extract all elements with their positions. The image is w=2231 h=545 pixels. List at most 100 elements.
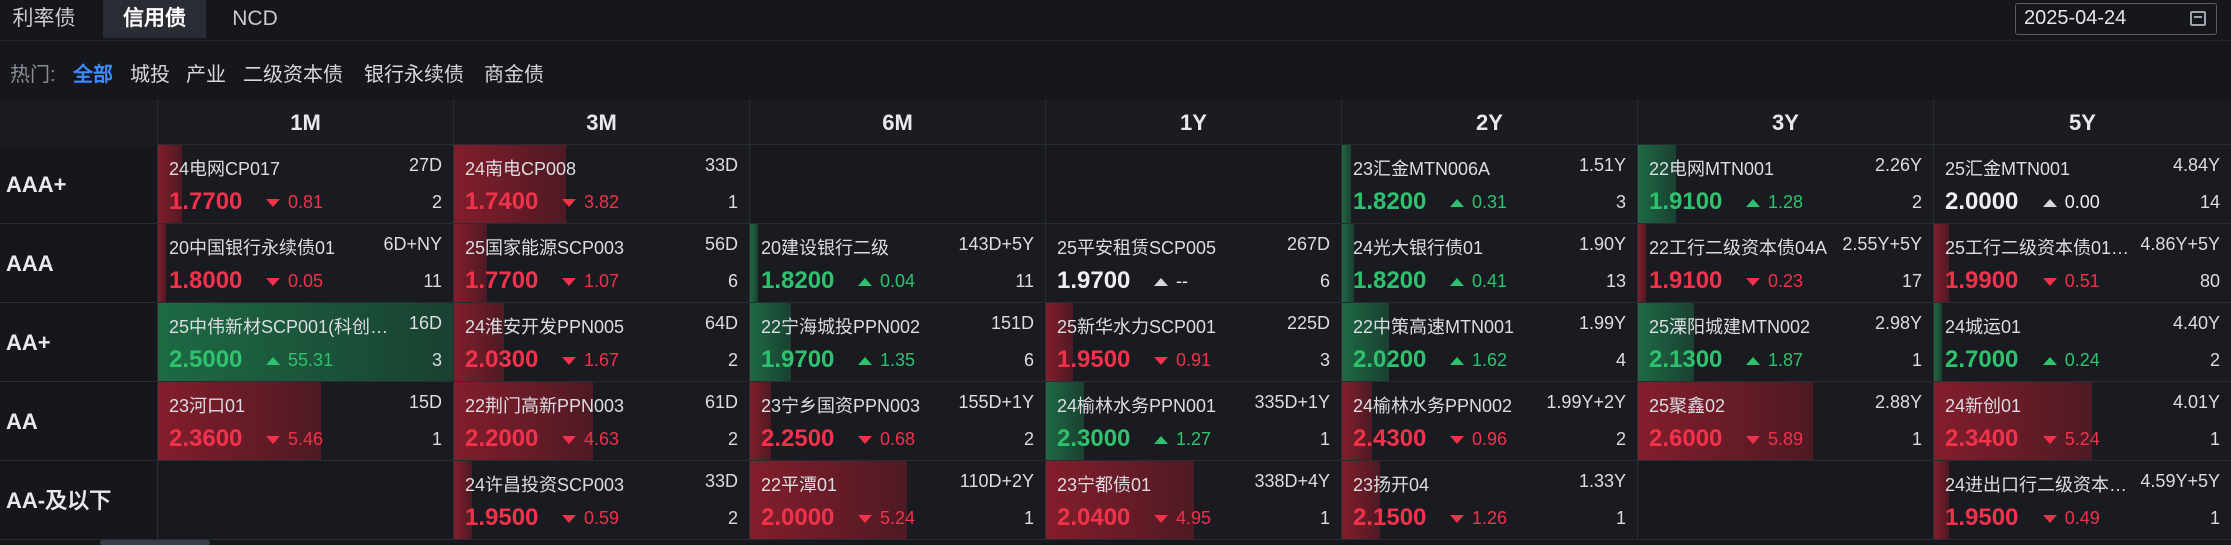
bond-change: 0.91 [1154,350,1211,371]
bond-cell[interactable]: 2.98Y 25溧阳城建MTN002 2.1300 1.87 1 [1637,303,1933,382]
bond-change: 55.31 [266,350,333,371]
bond-cell[interactable]: 143D+5Y 20建设银行二级 1.8200 0.04 11 [749,224,1045,303]
empty-cell [1637,461,1933,540]
bond-change-value: 1.28 [1768,192,1804,212]
bond-change-value: 0.04 [880,271,916,291]
bond-name: 25新华水力SCP001 [1057,317,1217,337]
trade-count: 17 [1901,271,1922,291]
bond-cell[interactable]: 335D+1Y 24榆林水务PPN001 2.3000 1.27 1 [1045,382,1341,461]
tab-1[interactable]: 利率债 [12,7,76,30]
bond-change: 5.89 [1746,429,1803,450]
bond-name: 22中策高速MTN001 [1353,317,1515,337]
bond-cell[interactable]: 2.88Y 25聚鑫02 2.6000 5.89 1 [1637,382,1933,461]
bond-change-value: 1.67 [584,350,620,370]
bond-change-value: 0.91 [1176,350,1212,370]
date-picker[interactable]: 2025-04-24 [2015,3,2217,35]
bond-yield: 1.9100 [1649,188,1723,215]
bond-name: 24光大银行债01 [1353,238,1484,258]
bond-yield: 2.2500 [761,425,835,452]
bond-cell[interactable]: 15D 23河口01 2.3600 5.46 1 [157,382,453,461]
trade-count: 1 [1319,508,1330,528]
bond-change: 4.63 [562,429,619,450]
hot-filter-5[interactable]: 银行永续债 [364,64,464,86]
bond-cell[interactable]: 6D+NY 20中国银行永续债01 1.8000 0.05 11 [157,224,453,303]
bond-yield: 2.0200 [1353,346,1427,373]
calendar-icon[interactable] [2190,11,2206,26]
hot-filter-4[interactable]: 二级资本债 [243,64,343,86]
arrow-down-icon [1154,357,1169,366]
bond-change-value: 3.82 [584,192,620,212]
bond-cell[interactable]: 4.84Y 25汇金MTN001 2.0000 0.00 14 [1933,145,2231,224]
hot-filter-6[interactable]: 商金债 [484,64,544,86]
bond-change-value: 4.95 [1176,508,1212,528]
bond-cell[interactable]: 4.01Y 24新创01 2.3400 5.24 1 [1933,382,2231,461]
change-intensity-bar [1934,303,1942,381]
top-bar: 利率债 信用债 NCD 2025-04-24 [0,0,2231,41]
bond-name: 22工行二级资本债04A [1649,238,1828,258]
bond-tenor: 2.98Y [1874,313,1922,333]
trade-count: 11 [423,271,442,291]
bond-tenor: 143D+5Y [958,234,1034,254]
bond-change: 1.26 [1450,508,1507,529]
bond-cell[interactable]: 64D 24淮安开发PPN005 2.0300 1.67 2 [453,303,749,382]
bond-change: 1.62 [1450,350,1507,371]
bond-name: 25汇金MTN001 [1945,159,2071,179]
change-intensity-bar [1342,303,1390,381]
bond-cell[interactable]: 1.51Y 23汇金MTN006A 1.8200 0.31 3 [1341,145,1637,224]
bond-cell[interactable]: 2.26Y 22电网MTN001 1.9100 1.28 2 [1637,145,1933,224]
bond-yield: 1.9100 [1649,267,1723,294]
bond-tenor: 1.99Y+2Y [1546,392,1626,412]
bond-cell[interactable]: 110D+2Y 22平潭01 2.0000 5.24 1 [749,461,1045,540]
bond-cell[interactable]: 4.86Y+5Y 25工行二级资本债01BC 1.9900 0.51 80 [1933,224,2231,303]
change-intensity-bar [454,382,594,460]
tab-3[interactable]: NCD [232,7,278,30]
bond-cell[interactable]: 155D+1Y 23宁乡国资PPN003 2.2500 0.68 2 [749,382,1045,461]
bond-tenor: 61D [704,392,738,412]
bond-cell[interactable]: 56D 25国家能源SCP003 1.7700 1.07 6 [453,224,749,303]
bond-cell[interactable]: 1.99Y+2Y 24榆林水务PPN002 2.4300 0.96 2 [1341,382,1637,461]
bond-tenor: 64D [704,313,738,333]
arrow-down-icon [1746,436,1761,445]
change-intensity-bar [454,303,505,381]
row-header: AA-及以下 [0,461,157,540]
bond-yield: 1.7700 [169,188,243,215]
bond-cell[interactable]: 4.59Y+5Y 24进出口行二级资本债01 1.9500 0.49 1 [1933,461,2231,540]
bond-cell[interactable]: 225D 25新华水力SCP001 1.9500 0.91 3 [1045,303,1341,382]
bond-cell[interactable]: 1.33Y 23扬开04 2.1500 1.26 1 [1341,461,1637,540]
tab-2[interactable]: 信用债 [103,0,206,38]
bond-cell[interactable]: 1.99Y 22中策高速MTN001 2.0200 1.62 4 [1341,303,1637,382]
hot-filter-2[interactable]: 城投 [130,64,170,86]
bond-yield: 1.7700 [465,267,539,294]
horizontal-scrollbar[interactable] [100,540,210,545]
hot-filter-3[interactable]: 产业 [186,64,226,86]
hot-filter-1[interactable]: 全部 [73,64,113,86]
change-intensity-bar [1934,461,1949,539]
bond-tenor: 1.51Y [1578,155,1626,175]
bond-change: 1.67 [562,350,619,371]
bond-cell[interactable]: 16D 25中伟新材SCP001(科创票据) 2.5000 55.31 3 [157,303,453,382]
bond-name: 22宁海城投PPN002 [761,317,921,337]
bond-cell[interactable]: 61D 22荆门高新PPN003 2.2000 4.63 2 [453,382,749,461]
bond-yield: 2.5000 [169,346,243,373]
bond-cell[interactable]: 151D 22宁海城投PPN002 1.9700 1.35 6 [749,303,1045,382]
change-intensity-bar [750,303,792,381]
trade-count: 1 [727,192,738,212]
bond-change: 0.81 [266,192,323,213]
bond-cell[interactable]: 27D 24电网CP017 1.7700 0.81 2 [157,145,453,224]
bond-yield: 2.6000 [1649,425,1723,452]
arrow-down-icon [562,515,577,524]
bond-change-value: 0.05 [288,271,324,291]
bond-change: 3.82 [562,192,619,213]
bond-cell[interactable]: 4.40Y 24城运01 2.7000 0.24 2 [1933,303,2231,382]
bond-change: 5.24 [2042,429,2100,450]
bond-cell[interactable]: 2.55Y+5Y 22工行二级资本债04A 1.9100 0.23 17 [1637,224,1933,303]
bond-cell[interactable]: 1.90Y 24光大银行债01 1.8200 0.41 13 [1341,224,1637,303]
change-intensity-bar [158,145,182,223]
bond-change-value: 5.24 [880,508,916,528]
bond-cell[interactable]: 338D+4Y 23宁都债01 2.0400 4.95 1 [1045,461,1341,540]
bond-cell[interactable]: 267D 25平安租赁SCP005 1.9700 -- 6 [1045,224,1341,303]
trade-count: 4 [1615,350,1626,370]
change-intensity-bar [1342,145,1351,223]
bond-cell[interactable]: 33D 24许昌投资SCP003 1.9500 0.59 2 [453,461,749,540]
bond-cell[interactable]: 33D 24南电CP008 1.7400 3.82 1 [453,145,749,224]
